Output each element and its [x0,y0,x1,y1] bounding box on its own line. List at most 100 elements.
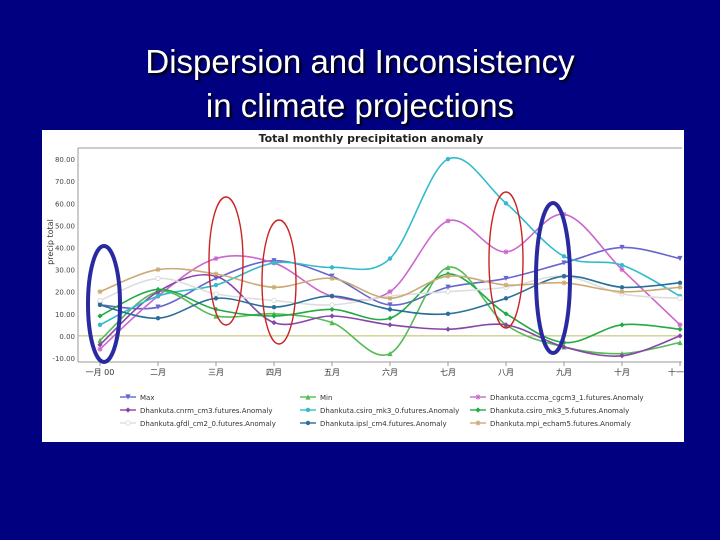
x-tick-label: 二月 [150,368,166,377]
data-point [445,273,451,279]
x-tick-label: 七月 [440,368,456,377]
chart-panel: Total monthly precipitation anomaly prec… [42,130,692,442]
data-point [97,337,103,343]
title-line-2: in climate projections [205,87,515,124]
legend-marker [305,407,311,413]
data-point [329,320,335,326]
data-point [387,315,393,321]
data-point [445,288,451,295]
legend-marker [125,394,131,400]
data-point [329,313,335,319]
data-point [619,285,625,290]
legend-item: Max [120,394,154,402]
data-point [155,286,161,293]
legend-marker [125,420,131,426]
data-point [213,291,219,297]
legend-label: Dhankuta.csiro_mk3_5.futures.Anomaly [490,407,629,415]
legend-item: Dhankuta.ipsl_cm4.futures.Anomaly [300,420,447,428]
data-point [329,306,335,312]
legend-label: Dhankuta.ipsl_cm4.futures.Anomaly [320,420,447,428]
data-point [503,296,509,301]
legend-item: Dhankuta.gfdl_cm2_0.futures.Anomaly [120,420,276,428]
data-point [97,313,103,319]
x-tick-label: 九月 [556,368,572,377]
data-point [677,326,683,332]
series-7 [97,274,683,321]
y-axis-label: precip total [46,219,55,265]
data-point [387,322,393,328]
data-point [155,304,161,310]
data-point [213,271,219,277]
x-tick-label: 十月 [614,367,630,377]
data-point [619,262,625,268]
data-point [329,293,335,299]
legend-marker [125,407,131,413]
data-point [329,275,335,282]
data-point [387,256,393,261]
data-point [271,320,277,326]
data-point [445,326,451,332]
y-tick-label: 60.00 [55,200,75,208]
series-8 [97,266,683,301]
data-point [619,289,625,295]
highlight-ellipse-red [488,191,524,329]
data-point [97,289,103,295]
data-point [619,322,625,328]
data-point [155,266,161,273]
data-point [677,333,683,339]
legend-label: Dhankuta.mpi_echam5.futures.Anomaly [490,420,631,428]
highlight-ellipse-red [208,196,244,326]
data-point [619,266,625,273]
data-point [387,350,393,357]
data-point [387,289,393,295]
y-tick-label: 70.00 [55,178,75,186]
data-point [503,201,509,206]
y-tick-label: 20.00 [55,289,75,297]
data-point [387,302,393,308]
data-point [271,284,277,290]
y-tick-label: 30.00 [55,267,75,275]
series-line [99,273,681,344]
legend-item: Dhankuta.cccma_cgcm3_1.futures.Anomaly [470,394,644,402]
data-point [213,282,219,288]
data-point [445,156,451,162]
data-point [271,297,277,304]
highlight-ellipse-blue [86,244,122,364]
data-point [271,260,277,266]
data-point [677,322,683,328]
data-point [503,322,509,328]
data-point [677,284,683,290]
data-point [213,255,219,262]
x-tick-label: 一月 00 [86,368,115,377]
data-point [561,274,567,279]
legend-marker [475,420,481,426]
y-tick-label: -10.00 [52,355,75,363]
x-tick-label: 十一月 [668,367,684,377]
data-point [503,282,509,288]
legend-label: Dhankuta.cccma_cgcm3_1.futures.Anomaly [490,394,644,402]
data-point [213,296,219,301]
legend-marker [475,394,481,400]
title-line-1: Dispersion and Inconsistency [145,43,575,80]
data-point [97,302,103,308]
data-point [155,293,161,299]
highlight-ellipse-blue [534,201,572,355]
x-tick-label: 六月 [382,367,398,377]
x-tick-label: 四月 [266,368,282,377]
data-point [503,275,509,282]
legend-label: Min [320,394,332,402]
data-point [677,295,683,302]
y-tick-label: 50.00 [55,222,75,230]
y-tick-label: 0.00 [59,333,75,341]
legend-item: Dhankuta.mpi_echam5.futures.Anomaly [470,420,631,428]
data-point [619,244,625,251]
legend-item: Dhankuta.csiro_mk3_5.futures.Anomaly [470,407,629,415]
highlight-ellipse-red [261,219,297,345]
data-point [445,284,451,290]
data-point [329,302,335,308]
data-point [271,313,277,319]
legend-label: Dhankuta.gfdl_cm2_0.futures.Anomaly [140,420,276,428]
data-point [619,353,625,359]
data-point [97,322,103,328]
slide-title: Dispersion and Inconsistency in climate … [0,40,720,128]
